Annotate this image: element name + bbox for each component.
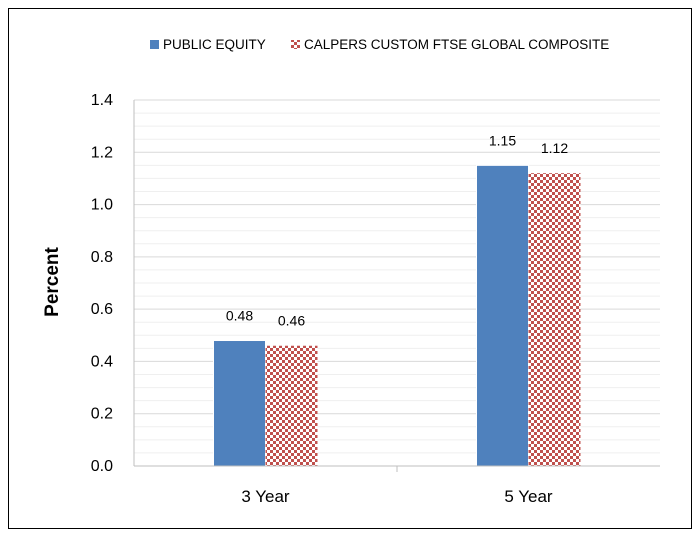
x-category-label: 3 Year: [241, 487, 290, 506]
legend-label-calpers-composite: CALPERS CUSTOM FTSE GLOBAL COMPOSITE: [304, 37, 609, 52]
data-label: 0.46: [278, 313, 305, 329]
x-category-label: 5 Year: [504, 487, 553, 506]
legend-swatch-public-equity: [150, 40, 159, 49]
data-label: 0.48: [226, 308, 253, 324]
y-tick-label: 0.0: [91, 458, 113, 475]
bars: 0.48 0.46 1.15 1.12: [213, 132, 581, 467]
bar-public-equity: [213, 340, 266, 467]
bar-calpers-composite: [528, 173, 581, 466]
data-label: 1.12: [541, 140, 568, 156]
y-tick-label: 0.8: [91, 249, 113, 266]
legend: PUBLIC EQUITY CALPERS CUSTOM FTSE GLOBAL…: [150, 37, 609, 52]
axes: 0.0 0.2 0.4 0.6 0.8 1.0 1.2 1.4 3 Year 5 Year: [91, 92, 660, 506]
grid-lines: [134, 99, 660, 454]
y-tick-label: 0.2: [91, 406, 113, 423]
data-label: 1.15: [489, 132, 516, 148]
y-axis-title: Percent: [42, 246, 63, 316]
y-tick-label: 1.4: [91, 92, 113, 109]
bar-calpers-composite: [265, 345, 318, 466]
bar-public-equity: [476, 164, 529, 467]
legend-label-public-equity: PUBLIC EQUITY: [163, 37, 266, 52]
y-tick-label: 0.6: [91, 301, 113, 318]
y-tick-label: 1.2: [91, 144, 113, 161]
y-tick-label: 0.4: [91, 353, 113, 370]
y-tick-label: 1.0: [91, 197, 113, 214]
legend-swatch-calpers-composite: [291, 40, 300, 49]
